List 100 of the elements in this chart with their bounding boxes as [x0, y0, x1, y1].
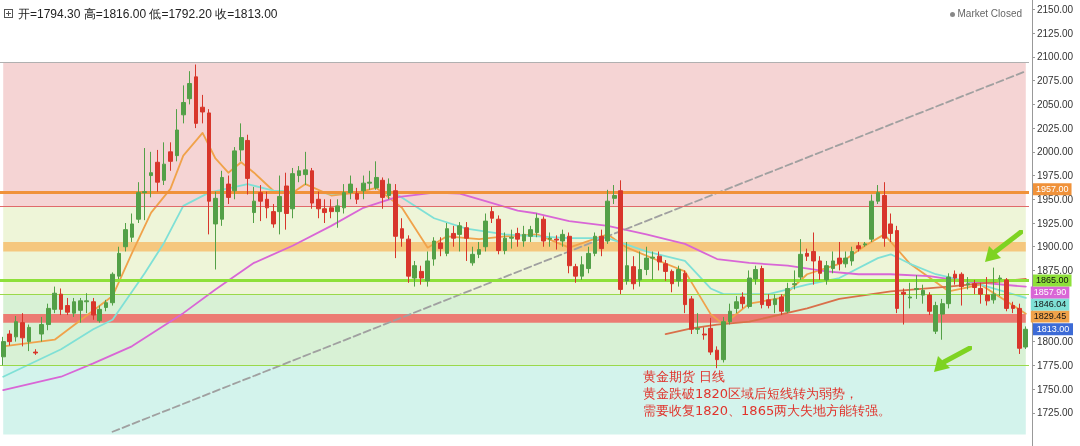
- candlestick: [599, 229, 604, 257]
- candlestick: [869, 194, 874, 243]
- candlestick: [232, 146, 237, 200]
- candlestick: [734, 295, 739, 314]
- candlestick: [477, 241, 481, 259]
- candlestick: [728, 303, 732, 326]
- y-tick-label: 2100.00: [1037, 51, 1074, 63]
- candlestick: [470, 246, 475, 267]
- candlestick: [445, 222, 449, 257]
- candlestick: [342, 183, 346, 215]
- candlestick: [194, 64, 198, 129]
- candlestick: [663, 259, 668, 282]
- candlestick: [528, 225, 533, 243]
- y-tick-label: 1975.00: [1037, 170, 1074, 182]
- candlestick: [265, 191, 269, 219]
- candlestick: [97, 305, 102, 324]
- candlestick: [908, 282, 912, 309]
- candlestick: [335, 198, 340, 229]
- candlestick: [567, 231, 572, 274]
- annotation: 黄金期货 日线: [643, 368, 727, 385]
- candlestick: [457, 221, 462, 252]
- candlestick: [541, 215, 546, 248]
- ref-line-label: 1865.00: [1036, 275, 1069, 286]
- annotation: 需要收复1820、1865两大失地方能转强。: [643, 402, 892, 419]
- candlestick: [490, 206, 494, 224]
- candlestick: [412, 260, 417, 288]
- y-tick-label: 2025.00: [1037, 122, 1074, 134]
- candlestick: [149, 151, 153, 198]
- y-tick-label: 1875.00: [1037, 264, 1074, 276]
- candlestick: [657, 250, 662, 271]
- ref-line-label: 1957.00: [1036, 184, 1069, 195]
- candlestick: [721, 316, 726, 363]
- candlestick: [850, 246, 854, 267]
- candlestick: [483, 213, 488, 252]
- candlestick: [843, 250, 848, 269]
- candlestick: [586, 246, 591, 274]
- candlestick: [329, 198, 334, 219]
- data-label: 1846.04: [1033, 299, 1067, 310]
- candlestick: [451, 225, 456, 248]
- y-tick-label: 1950.00: [1037, 193, 1074, 205]
- candlestick: [959, 271, 964, 307]
- candlestick: [252, 186, 256, 224]
- y-tick-label: 1800.00: [1037, 336, 1074, 348]
- candlestick: [605, 189, 610, 245]
- candlestick: [785, 282, 790, 314]
- candlestick: [213, 191, 218, 270]
- candlestick: [220, 170, 224, 227]
- candlestick: [580, 255, 584, 281]
- candlestick: [927, 291, 932, 316]
- candlestick: [277, 175, 282, 235]
- candlestick: [348, 175, 353, 200]
- candlestick: [895, 225, 899, 314]
- candlestick: [33, 348, 38, 356]
- candlestick: [966, 276, 970, 290]
- candlestick: [953, 269, 957, 286]
- annotation: 黄金跌破1820区域后短线转为弱势，: [643, 385, 860, 402]
- y-tick-label: 1775.00: [1037, 359, 1074, 371]
- candlestick: [59, 287, 63, 316]
- candlestick: [831, 250, 835, 274]
- candlestick: [998, 274, 1002, 297]
- candlestick: [123, 222, 128, 252]
- y-tick-label: 1750.00: [1037, 383, 1074, 395]
- candlestick: [20, 312, 25, 347]
- candlestick: [155, 149, 160, 193]
- candlestick: [972, 279, 977, 295]
- candlestick: [715, 345, 719, 369]
- candlestick: [200, 94, 205, 124]
- candlestick: [503, 231, 507, 255]
- candlestick: [522, 225, 526, 248]
- candlestick: [65, 297, 70, 316]
- candlestick: [310, 167, 314, 210]
- candlestick: [91, 297, 96, 321]
- candlestick: [72, 297, 76, 318]
- candlestick: [779, 293, 784, 316]
- candlestick: [676, 265, 681, 288]
- candlestick: [496, 214, 501, 255]
- candlestick: [419, 265, 424, 286]
- candlestick: [811, 231, 816, 286]
- candlestick: [792, 269, 797, 290]
- candlestick: [1004, 277, 1009, 312]
- candlestick: [863, 241, 867, 248]
- candlestick: [226, 175, 231, 205]
- candlestick: [773, 293, 777, 314]
- text: 开=1794.30 高=1816.00 低=1792.20 收=1813.00: [18, 6, 278, 23]
- candlestick: [638, 250, 642, 288]
- candlestick: [683, 269, 687, 314]
- candlestick: [856, 241, 861, 252]
- candlestick: [560, 229, 565, 248]
- y-tick-label: 2125.00: [1037, 27, 1074, 39]
- candlestick: [837, 241, 842, 271]
- candlestick: [104, 299, 108, 312]
- candlestick: [162, 141, 166, 186]
- candlestick: [978, 282, 983, 305]
- candlestick: [670, 269, 674, 293]
- text: 1813.00: [1036, 324, 1070, 335]
- candlestick: [876, 184, 880, 205]
- data-label: 1857.90: [1033, 287, 1067, 298]
- candlestick: [933, 301, 938, 335]
- candlestick: [27, 324, 31, 352]
- candlestick: [509, 229, 514, 250]
